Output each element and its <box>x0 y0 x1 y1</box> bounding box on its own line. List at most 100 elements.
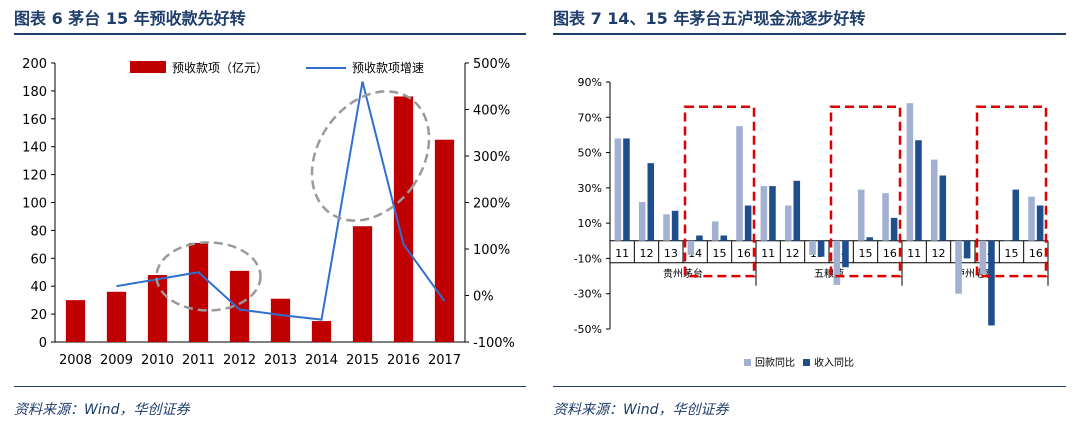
y-tick-label: -30% <box>574 288 602 301</box>
x-tick-label: 2012 <box>223 353 256 368</box>
bar <box>793 180 801 241</box>
x-tick-label: 12 <box>932 247 946 260</box>
growth-line <box>116 81 446 321</box>
y-tick-label: 100 <box>22 197 47 212</box>
bar <box>614 138 622 241</box>
legend-label-line: 预收款项增速 <box>352 61 424 75</box>
x-tick-label: 15 <box>1005 247 1019 260</box>
legend-swatch <box>803 359 810 366</box>
right-figure-title: 图表 7 14、15 年茅台五泸现金流逐步好转 <box>553 9 865 28</box>
highlight-box <box>829 105 902 278</box>
y2-tick-label: 500% <box>473 57 510 72</box>
x-tick-label: 12 <box>786 247 800 260</box>
x-tick-label: 2011 <box>182 353 215 368</box>
right-source-rule <box>553 386 1066 387</box>
legend-swatch-bar <box>130 61 166 73</box>
y2-tick-label: 100% <box>473 243 510 258</box>
x-tick-label: 13 <box>664 247 678 260</box>
right-chart: -50%-30%-10%10%30%50%70%90%11 12 13 14 15 16 1… <box>574 76 1049 369</box>
y-tick-label: 80 <box>30 224 47 239</box>
right-title-rule <box>553 33 1066 35</box>
bar <box>744 205 752 241</box>
bar <box>784 205 792 241</box>
bar <box>720 235 728 241</box>
bar <box>671 210 679 241</box>
y-tick-label: 40 <box>30 280 47 295</box>
left-title-rule <box>14 33 526 35</box>
bar <box>270 298 291 342</box>
bar <box>229 270 250 342</box>
y-tick-label: 50% <box>578 147 602 160</box>
bar <box>963 240 971 259</box>
x-tick-label: 16 <box>737 247 751 260</box>
bar <box>736 126 743 241</box>
right-source-note: 资料来源：Wind，华创证券 <box>553 402 729 418</box>
group-label: 贵州茅台 <box>663 267 703 280</box>
y-tick-label: 10% <box>578 217 602 230</box>
y-tick-label: 60 <box>30 252 47 267</box>
bar <box>638 201 646 241</box>
bar <box>393 96 414 342</box>
bar <box>769 186 776 241</box>
y-tick-label: 200 <box>22 57 47 72</box>
x-tick-label: 15 <box>859 247 873 260</box>
y-tick-label: 90% <box>578 76 602 89</box>
legend-label: 回款同比 <box>755 356 795 369</box>
bar <box>817 240 825 257</box>
y-tick-label: 120 <box>22 169 47 184</box>
y2-tick-label: 300% <box>473 150 510 165</box>
x-tick-label: 16 <box>883 247 897 260</box>
y2-tick-label: 400% <box>473 104 510 119</box>
bar <box>687 240 695 255</box>
left-figure-title: 图表 6 茅台 15 年预收款先好转 <box>14 9 246 28</box>
left-chart: 0 20 40 60 80 100 120 140 160 180 200 -100% 0% 100% 20… <box>22 57 515 368</box>
bar <box>647 163 655 241</box>
bar <box>833 240 841 285</box>
bar <box>311 321 332 342</box>
y2-tick-label: 200% <box>473 197 510 212</box>
y2-tick-label: 0% <box>473 290 494 305</box>
y-tick-label: 30% <box>578 182 602 195</box>
y2-tick-label: -100% <box>473 336 515 351</box>
bar <box>882 193 889 241</box>
highlight-box <box>975 105 1048 278</box>
left-source-rule <box>14 386 526 387</box>
legend-swatch <box>744 359 751 366</box>
bar <box>915 140 922 241</box>
bar <box>1012 189 1020 241</box>
legend-label: 收入同比 <box>814 356 854 369</box>
bar <box>434 139 455 342</box>
bar <box>623 138 630 241</box>
y-tick-label: 180 <box>22 85 47 100</box>
highlight-box <box>683 105 756 278</box>
legend-label-bar: 预收款项（亿元） <box>172 60 268 75</box>
x-tick-label: 2013 <box>264 353 297 368</box>
x-tick-label: 11 <box>615 247 629 260</box>
y-tick-label: -50% <box>574 323 602 336</box>
bar <box>352 226 373 342</box>
x-tick-label: 12 <box>640 247 654 260</box>
x-tick-label: 2014 <box>305 353 338 368</box>
bar <box>760 186 768 241</box>
bar <box>1036 205 1044 241</box>
y-tick-label: 140 <box>22 141 47 156</box>
bar <box>939 175 947 241</box>
x-tick-label: 11 <box>907 247 921 260</box>
y-tick-label: -10% <box>574 252 602 265</box>
x-tick-label: 11 <box>761 247 775 260</box>
bar <box>1028 196 1035 241</box>
y-tick-label: 160 <box>22 113 47 128</box>
x-tick-label: 2015 <box>346 353 379 368</box>
bar <box>955 240 962 294</box>
bar <box>809 240 816 255</box>
left-source-note: 资料来源：Wind，华创证券 <box>14 402 190 418</box>
bar <box>106 291 127 342</box>
bar <box>906 103 914 241</box>
bar <box>188 242 209 342</box>
x-tick-label: 16 <box>1029 247 1043 260</box>
bar <box>711 221 719 241</box>
bar <box>65 300 86 342</box>
bar <box>890 217 898 241</box>
bar <box>1003 240 1011 242</box>
